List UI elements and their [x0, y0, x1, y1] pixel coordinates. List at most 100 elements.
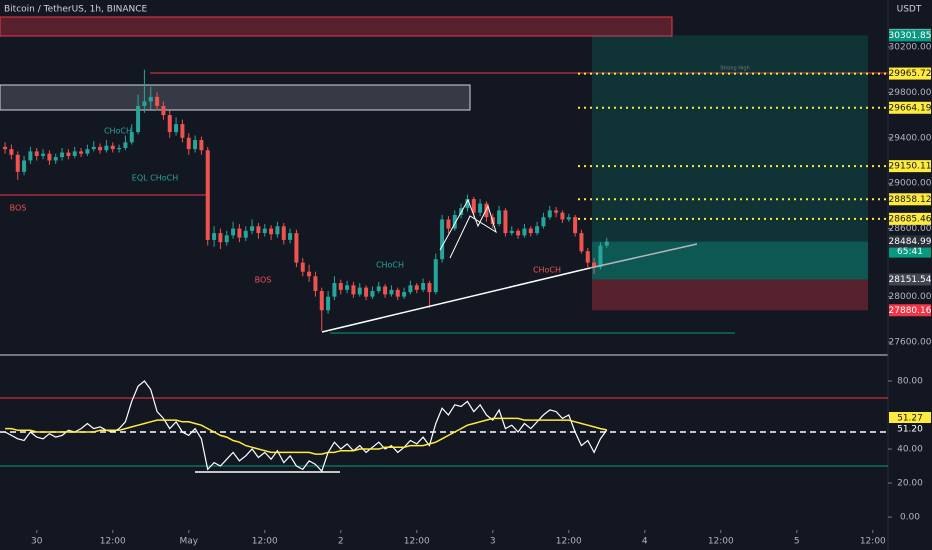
candle-body	[256, 226, 261, 234]
candle-body	[484, 203, 489, 218]
x-tick-label: 12:00	[252, 537, 278, 547]
price-label-bg	[889, 29, 931, 42]
y-tick-label: 30200.00	[889, 42, 932, 52]
candle-body	[592, 262, 597, 268]
candle-body	[497, 210, 502, 225]
candle-body	[22, 160, 27, 172]
candle-body	[364, 287, 369, 297]
candle-body	[237, 228, 242, 238]
y-tick-label: 29800.00	[889, 88, 932, 98]
position-zone	[592, 35, 868, 242]
candle-body	[598, 245, 603, 268]
y-tick-label: 27600.00	[889, 338, 932, 348]
annotation: CHoCH	[376, 261, 404, 270]
candle-body	[15, 154, 20, 172]
candle-body	[199, 140, 204, 151]
candle-body	[28, 151, 33, 161]
candle-body	[110, 145, 115, 150]
candle-body	[357, 287, 362, 295]
candle-body	[174, 124, 179, 133]
x-tick-label: May	[179, 537, 198, 547]
price-label: 28484.99	[889, 237, 932, 247]
chart-title: Bitcoin / TetherUS, 1h, BINANCE	[4, 5, 148, 15]
candle-body	[205, 150, 210, 240]
candle-body	[294, 233, 299, 263]
y-tick-label: 29400.00	[889, 133, 932, 143]
candle-body	[79, 151, 84, 154]
candle-body	[91, 146, 96, 150]
candle-body	[104, 145, 109, 151]
y-tick-label: 80.00	[897, 377, 923, 387]
candle-body	[231, 228, 236, 236]
price-label: 30301.85	[889, 31, 932, 41]
candle-body	[566, 217, 571, 220]
x-tick-label: 12:00	[100, 537, 126, 547]
candle-body	[129, 132, 134, 143]
candle-body	[509, 230, 514, 234]
candle-body	[402, 292, 407, 297]
candle-body	[60, 152, 65, 158]
x-tick-label: 30	[31, 537, 43, 547]
candle-body	[85, 149, 90, 154]
candle-body	[155, 96, 160, 107]
candle-body	[9, 149, 14, 155]
candle-body	[465, 199, 470, 209]
candle-body	[535, 226, 540, 234]
rsi-line	[5, 417, 607, 455]
candle-body	[136, 106, 141, 133]
candle-body	[300, 262, 305, 272]
annotation: EQL CHoCH	[132, 174, 178, 183]
candle-body	[47, 153, 52, 161]
candle-body	[604, 241, 609, 246]
candle-body	[503, 210, 508, 234]
pattern	[439, 198, 497, 259]
range-box	[0, 84, 471, 111]
annotation: BOS	[255, 276, 272, 285]
x-tick-label: 5	[794, 537, 800, 547]
candle-body	[370, 290, 375, 297]
price-label: 29965.72	[889, 69, 932, 79]
candle-body	[53, 157, 58, 161]
candle-body	[433, 259, 438, 293]
candle-body	[161, 106, 166, 116]
candle-body	[262, 228, 267, 234]
candle-body	[319, 290, 324, 311]
position-zone	[592, 279, 868, 311]
candle-body	[66, 152, 71, 156]
y-tick-label: 28600.00	[889, 224, 932, 234]
candle-body	[193, 140, 198, 150]
x-tick-label: 2	[338, 537, 344, 547]
candle-body	[117, 147, 122, 150]
price-label-bg	[889, 193, 931, 206]
supply-box	[0, 16, 673, 37]
candle-body	[554, 210, 559, 213]
candle-body	[142, 101, 147, 107]
price-label-bg	[889, 212, 931, 225]
y-tick-label: 20.00	[897, 479, 923, 489]
candle-body	[41, 153, 46, 156]
candle-body	[471, 199, 476, 213]
candle-body	[180, 124, 185, 138]
candle-body	[440, 219, 445, 260]
y-tick-label: 0.00	[900, 513, 920, 523]
position-zone	[592, 241, 868, 280]
y-tick-label: 28000.00	[889, 292, 932, 302]
x-tick-label: 12:00	[404, 537, 430, 547]
candle-body	[541, 217, 546, 227]
candle-body	[389, 289, 394, 295]
candle-body	[446, 219, 451, 229]
candle-body	[123, 142, 128, 148]
annotation: BOS	[10, 204, 27, 213]
price-label-bg	[889, 273, 931, 286]
candle-body	[522, 228, 527, 236]
rsi-label: 51.20	[897, 425, 923, 435]
candle-body	[98, 146, 103, 151]
x-tick-label: 12:00	[556, 537, 582, 547]
price-label: 28685.46	[889, 214, 932, 224]
candle-body	[313, 276, 318, 291]
trend-line	[321, 267, 591, 333]
candle-body	[275, 226, 280, 235]
price-label-bg	[889, 67, 931, 80]
rsi-label-bg	[889, 412, 931, 424]
